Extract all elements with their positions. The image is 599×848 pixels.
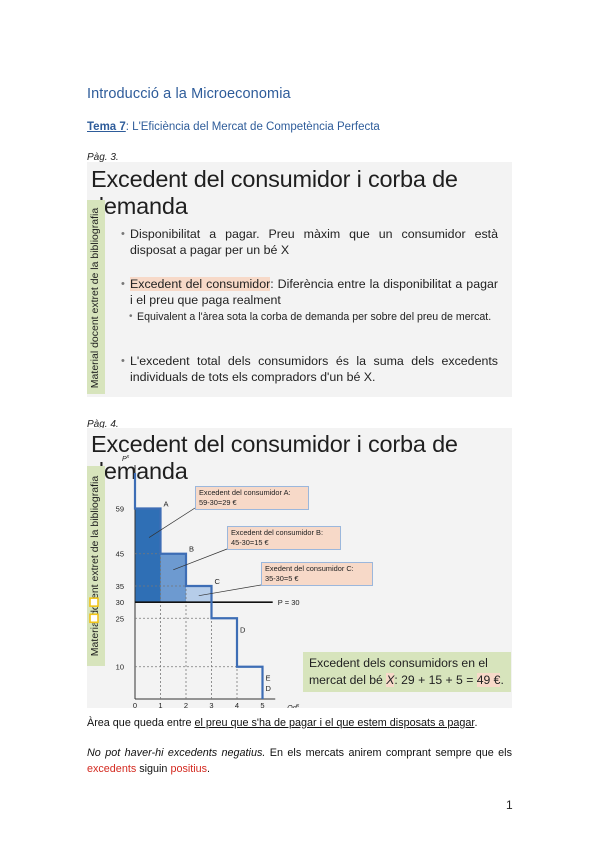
point-label-D: D bbox=[240, 625, 246, 634]
callout-a-line1: Excedent del consumidor A: bbox=[199, 488, 291, 497]
callout-a: Excedent del consumidor A: 59-30=29 € bbox=[195, 486, 309, 510]
market-price-label: P = 30 bbox=[278, 598, 300, 607]
surplus-area-A bbox=[135, 508, 161, 603]
slide1: Excedent del consumidor i corba de deman… bbox=[87, 162, 512, 397]
surplus-area-C bbox=[186, 586, 212, 603]
callout-c-pointer bbox=[198, 584, 262, 597]
callout-a-pointer bbox=[148, 507, 196, 538]
topic-text: L'Eficiència del Mercat de Competència P… bbox=[132, 121, 380, 133]
slide1-bullet-1: • Disponibilitat a pagar. Preu màxim que … bbox=[121, 227, 498, 257]
bullet-2-text: : Diferència entre la disponibilitat a p… bbox=[130, 277, 498, 307]
y-tick-30: 30 bbox=[116, 598, 124, 607]
demand-step-curve bbox=[133, 473, 264, 699]
y-tick-45: 45 bbox=[116, 550, 124, 559]
total-box-line2: mercat del bé X: 29 + 15 + 5 = 49 €. bbox=[309, 673, 504, 687]
x-axis-label: Qdx bbox=[287, 703, 299, 708]
y-tick-59: 59 bbox=[116, 505, 124, 514]
x-tick-0: 0 bbox=[133, 701, 137, 708]
point-label-end: D bbox=[266, 684, 272, 693]
callout-b-line1: Excedent del consumidor B: bbox=[231, 528, 324, 537]
slide1-bullet-2: • Excedent del consumidor: Diferència ent… bbox=[121, 277, 498, 307]
x-tick-1: 1 bbox=[158, 701, 162, 708]
x-tick-3: 3 bbox=[209, 701, 213, 708]
topic-line: Tema 7: L'Eficiència del Mercat de Compe… bbox=[87, 121, 380, 133]
tick-marker-30 bbox=[89, 597, 99, 607]
y-tick-25: 25 bbox=[116, 614, 124, 623]
y-tick-35: 35 bbox=[116, 582, 124, 591]
underlined-phrase: el preu que s'ha de pagar i el que estem… bbox=[194, 717, 475, 729]
paragraph-area: Àrea que queda entre el preu que s'ha de… bbox=[87, 717, 478, 729]
sub-bullet-text: Equivalent a l'àrea sota la corba de dem… bbox=[137, 311, 492, 323]
x-tick-2: 2 bbox=[184, 701, 188, 708]
course-title: Introducció a la Microeconomia bbox=[87, 86, 291, 102]
bullet-1-text: Disponibilitat a pagar. Preu màxim que u… bbox=[130, 227, 498, 257]
callout-b-line2: 45-30=15 € bbox=[231, 538, 269, 547]
callout-b: Excedent del consumidor B: 45-30=15 € bbox=[227, 526, 341, 550]
tick-marker-25 bbox=[89, 613, 99, 624]
slide2: Excedent del consumidor i corba de deman… bbox=[87, 428, 512, 708]
slide2-page-ref: Pàg. 4. bbox=[87, 419, 119, 430]
slide1-page-ref: Pàg. 3. bbox=[87, 152, 119, 163]
topic-colon: : bbox=[125, 121, 133, 133]
slide1-title: Excedent del consumidor i corba de deman… bbox=[91, 166, 458, 219]
total-surplus-box: Excedent dels consumidors en el mercat d… bbox=[303, 652, 511, 692]
callout-c: Exedent del consumidor C: 35-30=5 € bbox=[261, 562, 373, 586]
slide1-bullet-3: • L'excedent total dels consumidors és la… bbox=[121, 354, 498, 384]
y-axis-label: Px bbox=[122, 454, 130, 463]
surplus-area-B bbox=[160, 553, 186, 603]
page-number: 1 bbox=[506, 798, 513, 812]
point-label-C: C bbox=[215, 577, 221, 586]
y-tick-10: 10 bbox=[116, 663, 124, 672]
topic-label: Tema 7 bbox=[87, 121, 126, 133]
excedents-red: excedents bbox=[87, 763, 137, 775]
demand-chart: P = 30ABCDED102530354559012345PxQdx bbox=[89, 454, 300, 708]
point-label-B: B bbox=[189, 545, 194, 554]
x-tick-4: 4 bbox=[235, 701, 239, 708]
no-negative-italic: No pot haver-hi excedents negatius. bbox=[87, 747, 266, 759]
callout-a-line2: 59-30=29 € bbox=[199, 498, 237, 507]
point-label-A: A bbox=[164, 500, 169, 509]
bullet-3-text: L'excedent total dels consumidors és la … bbox=[130, 354, 498, 384]
slide1-side-label: Material docent extret de la bibliografi… bbox=[89, 207, 101, 389]
callout-b-pointer bbox=[173, 548, 228, 571]
point-label-E: E bbox=[266, 674, 271, 683]
slide2-title: Excedent del consumidor i corba de deman… bbox=[91, 431, 458, 484]
consumer-surplus-highlight: Excedent del consumidor bbox=[130, 277, 271, 291]
slide1-sub-bullet: • Equivalent a l'àrea sota la corba de de… bbox=[129, 311, 492, 323]
total-box-line1: Excedent dels consumidors en el bbox=[309, 656, 488, 670]
slide1-side-bar bbox=[87, 200, 105, 394]
callout-c-line2: 35-30=5 € bbox=[265, 574, 299, 583]
callout-c-line1: Exedent del consumidor C: bbox=[265, 564, 354, 573]
positius-red: positius bbox=[170, 763, 208, 775]
paragraph-no-negative: No pot haver-hi excedents negatius. En e… bbox=[87, 747, 512, 775]
x-tick-5: 5 bbox=[260, 701, 264, 708]
